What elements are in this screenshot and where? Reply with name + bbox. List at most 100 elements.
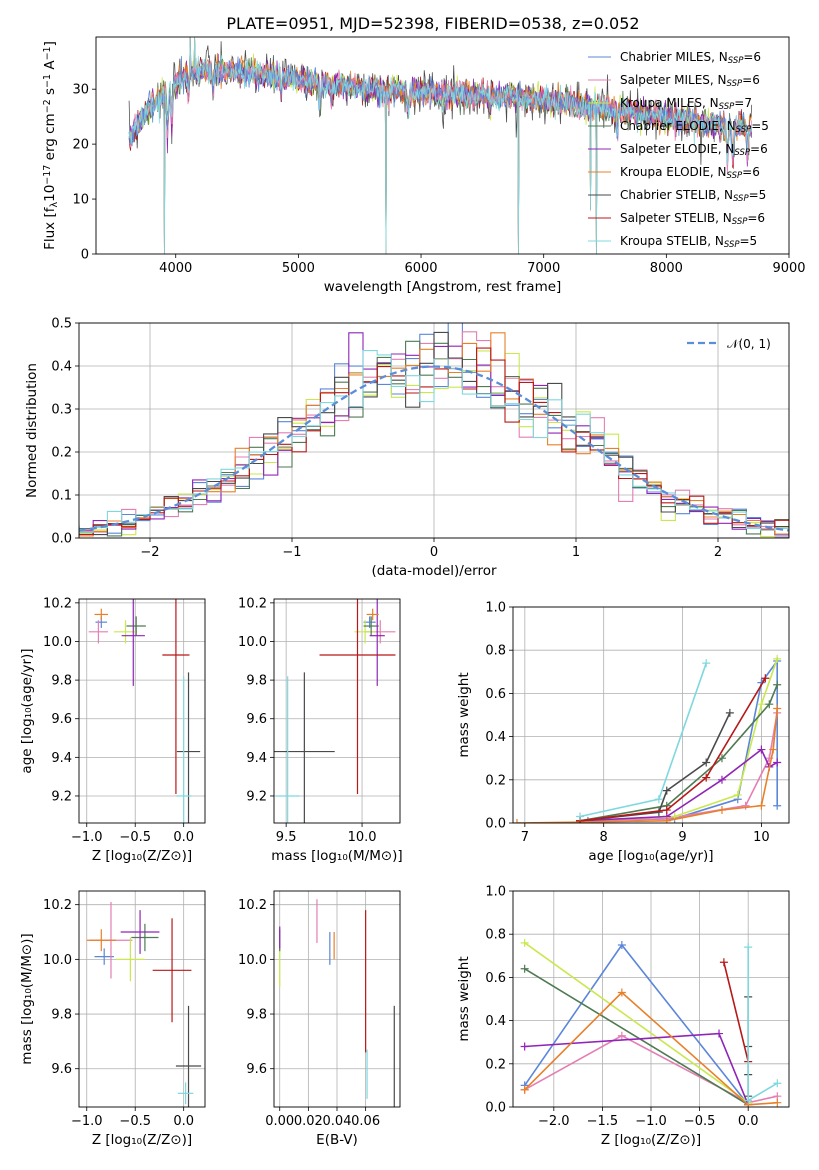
legend-label-salpeter-miles: Salpeter MILES, NSSP=6	[620, 73, 760, 89]
weight-line-chabrier-elodie	[524, 968, 749, 1106]
y-axis-label-part: −17	[42, 165, 53, 185]
weight-line-kroupa-elodie	[516, 708, 778, 823]
y-axis-label: mass weight	[456, 672, 472, 757]
y-tick-label: 0.4	[51, 360, 72, 375]
legend-label-kroupa-elodie: Kroupa ELODIE, NSSP=6	[620, 165, 760, 181]
weight-marker-salpeter-elodie	[715, 1029, 724, 1038]
x-axis-label: mass [log₁₀(M/M⊙)]	[271, 848, 402, 864]
legend-tail: =6	[750, 142, 768, 156]
weight-marker-kroupa-elodie	[717, 806, 726, 815]
weight-marker-kroupa-miles	[757, 700, 766, 709]
x-tick-label: 0.00	[265, 1114, 294, 1129]
weight-marker-chabrier-stelib	[654, 808, 663, 817]
x-tick-label: 9.5	[276, 830, 297, 845]
chart-residuals: −2 −1 0 1 2 0.0 0.1 0.2 0.3 0.4 0.5 (data-model)/er…	[24, 317, 790, 579]
y-tick-label: 9.2	[51, 789, 72, 804]
weight-marker-salpeter-elodie	[717, 775, 726, 784]
y-axis-label-part: Flux [f	[42, 206, 58, 250]
y-tick-label: 0.2	[485, 1057, 506, 1072]
x-tick-label: −1.0	[71, 1114, 103, 1129]
legend-sub: SSP	[736, 125, 752, 135]
axes-frame	[273, 598, 401, 824]
axes-frame	[78, 890, 206, 1108]
y-tick-label: 0	[81, 248, 89, 263]
chart-mass_vs_EBV: 0.00 0.02 0.04 0.06 9.6 9.8 10.0 10.2 E(B-V)	[238, 890, 401, 1148]
y-tick-label: 9.8	[51, 1008, 72, 1023]
legend-label-chabrier-miles: Chabrier MILES, NSSP=6	[620, 50, 761, 66]
y-tick-label: 10.0	[238, 635, 267, 650]
weight-marker-salpeter-elodie	[520, 1042, 529, 1051]
y-tick-label: 0.4	[485, 1014, 506, 1029]
weight-marker-kroupa-elodie	[769, 745, 778, 754]
y-tick-label: 10.2	[238, 596, 267, 611]
weight-marker-chabrier-miles	[773, 801, 782, 810]
legend-tail: =6	[747, 211, 765, 225]
chart-age_vs_Z: −1.0 −0.5 0.0 9.2 9.4 9.6 9.8 10.0 10.2 Z [log₁₀(…	[19, 596, 206, 864]
spectrum-legend: Chabrier MILES, NSSP=6 Salpeter MILES, NS…	[588, 50, 769, 250]
x-tick-label: −1	[282, 545, 301, 560]
axes-frame	[273, 890, 401, 1108]
legend-sub: SSP	[727, 79, 743, 89]
x-tick-label: −1.0	[635, 1114, 667, 1129]
y-axis-label-part: A	[42, 60, 58, 74]
legend-label-kroupa-stelib: Kroupa STELIB, NSSP=5	[620, 234, 757, 250]
y-tick-label: 1.0	[485, 601, 506, 616]
y-tick-label: 9.2	[246, 789, 267, 804]
y-tick-label: 0.0	[51, 532, 72, 547]
x-tick-label: 9	[678, 830, 686, 845]
weight-marker-kroupa-stelib	[654, 795, 663, 804]
legend-tail: =6	[743, 50, 761, 64]
weight-marker-kroupa-elodie	[773, 1098, 782, 1107]
x-axis-label: wavelength [Angstrom, rest frame]	[324, 279, 562, 295]
legend-sub: SSP	[734, 148, 750, 158]
y-tick-label: 0.6	[485, 687, 506, 702]
axes-frame	[78, 322, 790, 539]
legend-tail: =5	[749, 188, 767, 202]
legend-tail: =5	[740, 234, 758, 248]
chart-weight_vs_Z: −2.0 −1.5 −1.0 −0.5 0.0 0.0 0.2 0.4 0.6 0.8 1.0 Z […	[456, 885, 790, 1148]
legend-label-normal: 𝒩(0, 1)	[727, 337, 771, 351]
weight-marker-kroupa-elodie	[617, 988, 626, 997]
x-tick-label: 0	[430, 545, 438, 560]
weight-line-kroupa-elodie	[524, 991, 778, 1106]
legend-base: Chabrier ELODIE, N	[620, 119, 736, 133]
y-axis-label-part: ]	[42, 41, 58, 46]
y-tick-label: 10.2	[43, 898, 72, 913]
y-axis-label-part: erg cm	[42, 113, 58, 164]
y-axis-label-part: s	[42, 88, 58, 99]
weight-line-salpeter-miles	[524, 1034, 778, 1104]
chart-spectrum: 4000 5000 6000 7000 8000 9000 0 10 20 30 wavelengt…	[42, 36, 806, 295]
legend-sub: SSP	[719, 102, 735, 112]
weight-line-salpeter-elodie	[579, 748, 778, 822]
legend-tail: =5	[751, 119, 769, 133]
weight-marker-chabrier-stelib	[702, 758, 711, 767]
legend-label-chabrier-stelib: Chabrier STELIB, NSSP=5	[620, 188, 766, 204]
legend-sub: SSP	[724, 240, 740, 250]
y-axis-label-part: −1	[42, 74, 53, 88]
y-tick-label: 9.6	[51, 1062, 72, 1077]
y-axis-label: Normed distribution	[24, 363, 40, 498]
y-axis-label-part: −1	[42, 46, 53, 60]
legend-base: Kroupa MILES, N	[620, 96, 719, 110]
weight-marker-kroupa-stelib	[744, 1096, 753, 1105]
x-tick-label: 8	[600, 830, 608, 845]
weight-marker-chabrier-elodie	[765, 700, 774, 709]
y-tick-label: 0.8	[485, 644, 506, 659]
weight-marker-kroupa-elodie	[520, 1085, 529, 1094]
weight-marker-chabrier-stelib	[725, 708, 734, 717]
y-tick-label: 0.2	[485, 773, 506, 788]
y-tick-label: 10.2	[238, 898, 267, 913]
y-tick-label: 9.6	[246, 712, 267, 727]
weight-marker-salpeter-stelib	[761, 674, 770, 683]
x-tick-label: −2	[140, 545, 159, 560]
y-tick-label: 1.0	[485, 885, 506, 900]
x-tick-label: 7	[521, 830, 529, 845]
x-tick-label: 10.0	[348, 830, 377, 845]
weight-marker-kroupa-stelib	[773, 1079, 782, 1088]
y-axis-label: Flux [fλ10−17 erg cm−2 s−1 A−1]	[42, 41, 60, 250]
y-tick-label: 0.6	[485, 971, 506, 986]
x-axis-label: Z [log₁₀(Z/Z⊙)]	[92, 848, 192, 864]
weight-marker-kroupa-stelib	[744, 943, 753, 952]
weight-marker-salpeter-stelib	[719, 958, 728, 967]
x-tick-label: 2	[714, 545, 722, 560]
